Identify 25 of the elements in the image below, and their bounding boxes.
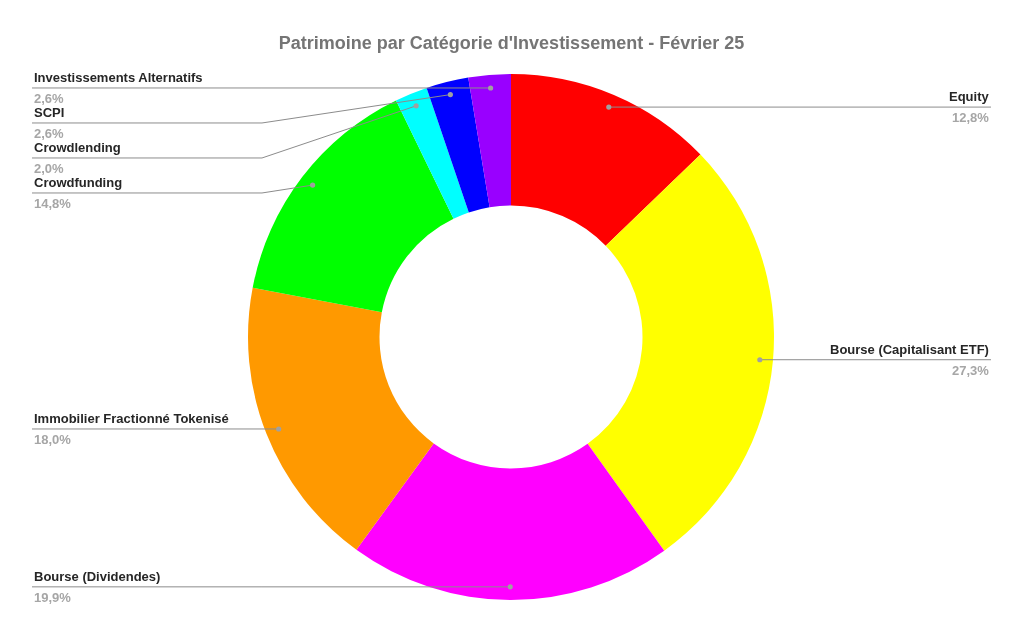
donut-slice: [248, 287, 434, 550]
donut-slice: [468, 74, 511, 208]
data-label: 2,6%: [34, 91, 65, 106]
donut-slice: [356, 443, 665, 600]
data-label: 12,8%: [952, 110, 990, 125]
slice-label: Crowdfunding: [34, 175, 123, 190]
slice-label: Equity: [949, 89, 990, 104]
donut-slice: [396, 87, 469, 219]
data-label: 14,8%: [34, 196, 72, 211]
data-label: 18,0%: [34, 432, 72, 447]
donut-slice: [426, 77, 490, 213]
slice-label: Investissements Alternatifs: [34, 70, 203, 85]
slice-label: Immobilier Fractionné Tokenisé: [34, 411, 229, 426]
chart-title: Patrimoine par Catégorie d'Investissement - Février 25: [278, 33, 745, 54]
slice-label: Crowdlending: [34, 140, 121, 155]
slice-label: Bourse (Dividendes): [34, 569, 161, 584]
data-label: 27,3%: [952, 363, 990, 378]
donut-slice: [511, 74, 701, 246]
slice-label: SCPI: [34, 105, 65, 120]
data-label: 19,9%: [34, 590, 72, 605]
donut-slice: [587, 154, 774, 551]
data-label: 2,0%: [34, 161, 65, 176]
donut-slice: [252, 100, 454, 313]
data-label: 2,6%: [34, 126, 65, 141]
slice-label: Bourse (Capitalisant ETF): [830, 342, 989, 357]
